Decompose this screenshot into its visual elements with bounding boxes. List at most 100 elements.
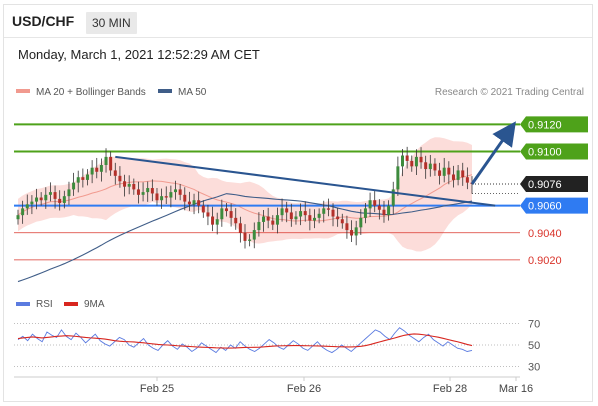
level-label-0.9060: 0.9060: [528, 201, 562, 213]
rsi-tick-70: 70: [528, 318, 540, 330]
candle-body: [428, 163, 432, 170]
candle-body: [99, 165, 103, 172]
ma50-legend-swatch: [158, 89, 172, 93]
candle-body: [164, 196, 168, 198]
candle-body: [331, 209, 335, 217]
candle-body: [234, 217, 238, 224]
candle-body: [363, 208, 367, 218]
rsi-tick-30: 30: [528, 362, 540, 374]
x-tick-label: Feb 25: [140, 383, 174, 395]
candle-body: [16, 215, 20, 220]
candle-body: [299, 211, 303, 217]
rsi-legend-swatch: [16, 302, 30, 306]
candle-body: [303, 211, 307, 216]
candle-body: [201, 205, 205, 213]
candle-body: [252, 230, 256, 240]
candle-body: [438, 170, 442, 176]
rsi-line: [17, 327, 473, 354]
candle-body: [405, 155, 409, 161]
legend: MA 20 + Bollinger Bands MA 50 Research ©…: [16, 87, 584, 98]
rsi-legend: RSI 9MA: [16, 299, 105, 310]
candle-body: [271, 220, 275, 225]
candle-body: [391, 189, 395, 206]
candle-body: [72, 182, 76, 190]
candle-body: [62, 196, 66, 203]
forecast-arrow: [470, 121, 516, 185]
candle-body: [146, 188, 150, 193]
candle-body: [451, 174, 455, 180]
candle-body: [322, 208, 326, 214]
candle-body: [243, 232, 247, 241]
candle-body: [104, 156, 108, 165]
candle-body: [183, 194, 187, 202]
candle-body: [169, 192, 173, 198]
x-tick-label: Mar 16: [499, 383, 533, 395]
candle-body: [465, 177, 469, 183]
candle-body: [220, 208, 224, 220]
ma20-legend-swatch: [16, 89, 30, 93]
level-tag-0.9060: [520, 197, 588, 214]
candle-body: [136, 189, 140, 195]
candle-body: [442, 167, 446, 176]
legend-ma20: MA 20 + Bollinger Bands: [36, 87, 146, 98]
candle-body: [21, 208, 25, 216]
trendline: [115, 155, 496, 207]
ma20-line: [17, 174, 473, 222]
candle-body: [419, 156, 423, 163]
candle-body: [85, 174, 89, 180]
level-tag-0.9100: [520, 143, 588, 160]
legend-ma50: MA 50: [178, 87, 207, 98]
candle-body: [368, 200, 372, 209]
candle-body: [132, 183, 136, 190]
candle-body: [197, 200, 201, 206]
candle-body: [160, 196, 164, 201]
candle-body: [58, 198, 62, 203]
x-axis: Feb 25 Feb 26 Feb 28 Mar 16: [14, 376, 533, 395]
legend-rsi-ma: 9MA: [84, 299, 105, 310]
candle-body: [174, 189, 178, 193]
date-label: Monday, March 1, 2021 12:52:29 AM CET: [18, 47, 260, 62]
level-tag-0.9076: [520, 175, 588, 192]
symbol-title: USD/CHF: [12, 13, 75, 29]
candle-body: [150, 188, 154, 194]
candle-body: [359, 217, 363, 228]
candle-body: [262, 216, 266, 222]
candle-body: [187, 201, 191, 205]
candle-body: [433, 163, 437, 171]
credit-text: Research © 2021 Trading Central: [435, 87, 584, 98]
candle-body: [340, 219, 344, 224]
candle-body: [424, 162, 428, 170]
candle-body: [48, 192, 52, 195]
candle-body: [229, 211, 233, 218]
level-label-0.9020: 0.9020: [528, 255, 562, 267]
candle-body: [76, 177, 80, 183]
candle-body: [44, 194, 48, 201]
bollinger-band: [18, 137, 472, 252]
candle-body: [113, 170, 117, 176]
candle-body: [336, 216, 340, 220]
candle-body: [350, 230, 354, 236]
rsi-ma-line: [17, 333, 473, 349]
candle-body: [141, 192, 145, 195]
legend-rsi: RSI: [36, 299, 53, 310]
timeframe-badge[interactable]: 30 MIN: [86, 12, 137, 34]
candle-body: [53, 192, 57, 199]
rsi-plot: 70 50 30: [14, 318, 540, 374]
level-label-0.9100: 0.9100: [528, 146, 562, 158]
candle-body: [387, 205, 391, 216]
candle-body: [257, 221, 261, 231]
candle-body: [30, 201, 34, 205]
candle-body: [294, 216, 298, 220]
candle-body: [401, 155, 405, 167]
candle-body: [127, 183, 131, 187]
candle-body: [461, 170, 465, 178]
candle-body: [312, 217, 316, 221]
level-label-0.9120: 0.9120: [528, 119, 562, 131]
level-tag-0.9120: [520, 116, 588, 133]
candle-body: [354, 227, 358, 236]
candle-body: [215, 219, 219, 225]
candle-body: [447, 167, 451, 175]
candle-body: [414, 156, 418, 167]
candle-body: [155, 193, 159, 201]
